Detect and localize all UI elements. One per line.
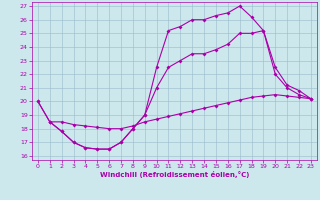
X-axis label: Windchill (Refroidissement éolien,°C): Windchill (Refroidissement éolien,°C) — [100, 171, 249, 178]
